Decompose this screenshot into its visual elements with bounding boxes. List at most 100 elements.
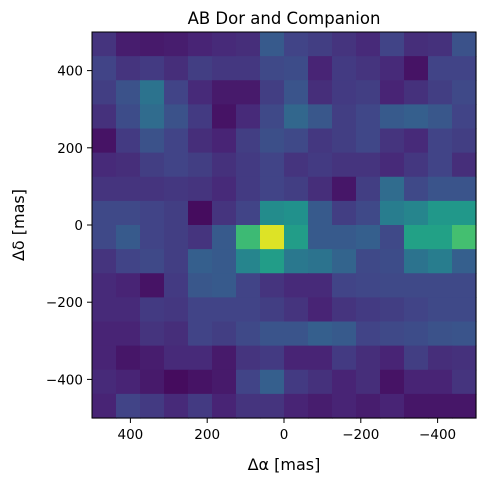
- heatmap-cell: [428, 345, 453, 371]
- heatmap-cell: [260, 152, 285, 178]
- heatmap-cell: [236, 56, 261, 81]
- heatmap-cell: [404, 176, 429, 202]
- heatmap-cell: [284, 152, 309, 178]
- heatmap-cell: [332, 128, 357, 154]
- heatmap-cell: [116, 80, 141, 105]
- heatmap-cell: [452, 297, 477, 323]
- heatmap-cell: [188, 297, 213, 323]
- heatmap-cell: [380, 56, 405, 81]
- heatmap-cell: [92, 32, 117, 57]
- heatmap-cell: [356, 176, 381, 202]
- heatmap-cell: [452, 104, 477, 130]
- heatmap-cell: [428, 128, 453, 154]
- heatmap-cell: [380, 104, 405, 130]
- heatmap-cell: [284, 128, 309, 154]
- heatmap-cell: [236, 200, 261, 226]
- heatmap-cell: [212, 345, 237, 371]
- heatmap-cell: [428, 249, 453, 274]
- heatmap-cell: [308, 321, 333, 347]
- heatmap-cell: [284, 393, 309, 419]
- heatmap-cell: [284, 104, 309, 130]
- heatmap-cell: [404, 297, 429, 323]
- heatmap-cell: [452, 369, 477, 395]
- heatmap-cell: [380, 321, 405, 347]
- heatmap-cell: [452, 249, 477, 274]
- heatmap-cell: [452, 32, 477, 57]
- heatmap-cell: [116, 200, 141, 226]
- heatmap-cell: [356, 249, 381, 274]
- heatmap-cell: [236, 369, 261, 395]
- x-axis-label: Δα [mas]: [248, 455, 321, 474]
- heatmap-cell: [356, 200, 381, 226]
- heatmap-cell: [92, 273, 117, 298]
- heatmap-cell: [332, 225, 357, 250]
- heatmap-cell: [428, 176, 453, 202]
- heatmap-cell: [428, 297, 453, 323]
- heatmap-cell: [428, 104, 453, 130]
- heatmap-cell: [116, 128, 141, 154]
- heatmap-cell: [284, 321, 309, 347]
- heatmap-cell: [356, 345, 381, 371]
- heatmap-cell: [236, 249, 261, 274]
- heatmap-cell: [188, 104, 213, 130]
- heatmap-cell: [404, 249, 429, 274]
- heatmap-cell: [116, 176, 141, 202]
- heatmap-cell: [404, 393, 429, 419]
- heatmap-cell: [356, 297, 381, 323]
- heatmap-cell: [212, 225, 237, 250]
- heatmap-cell: [140, 225, 165, 250]
- heatmap-cell: [404, 225, 429, 250]
- heatmap-cell: [284, 32, 309, 57]
- heatmap-cell: [140, 200, 165, 226]
- heatmap-cell: [308, 369, 333, 395]
- heatmap-cell: [164, 273, 189, 298]
- heatmap-cell: [260, 273, 285, 298]
- heatmap-cell: [236, 32, 261, 57]
- heatmap-cell: [260, 369, 285, 395]
- heatmap-cell: [308, 176, 333, 202]
- heatmap-cell: [164, 321, 189, 347]
- heatmap-cell: [188, 128, 213, 154]
- heatmap-cell: [212, 80, 237, 105]
- x-tick-label: −400: [419, 427, 456, 443]
- heatmap-cell: [308, 104, 333, 130]
- heatmap-cell: [308, 393, 333, 419]
- heatmap-cell: [452, 393, 477, 419]
- heatmap-cell: [164, 176, 189, 202]
- heatmap-cell: [188, 176, 213, 202]
- heatmap-cell: [164, 393, 189, 419]
- heatmap-cell: [260, 80, 285, 105]
- heatmap-cell: [140, 273, 165, 298]
- heatmap-cell: [284, 56, 309, 81]
- heatmap-cell: [212, 200, 237, 226]
- heatmap-cell: [236, 152, 261, 178]
- heatmap-cell: [332, 297, 357, 323]
- heatmap-cell: [140, 152, 165, 178]
- heatmap-cell: [404, 369, 429, 395]
- heatmap-cell: [212, 273, 237, 298]
- heatmap-cell: [284, 176, 309, 202]
- heatmap-cell: [428, 393, 453, 419]
- heatmap-cell: [380, 225, 405, 250]
- heatmap-cell: [356, 321, 381, 347]
- heatmap-cell: [452, 56, 477, 81]
- heatmap-cell: [188, 80, 213, 105]
- heatmap-cell: [212, 104, 237, 130]
- heatmap-cell: [260, 56, 285, 81]
- heatmap-cell: [452, 80, 477, 105]
- heatmap-cell: [236, 128, 261, 154]
- heatmap-cell: [332, 249, 357, 274]
- heatmap-cell: [332, 345, 357, 371]
- heatmap-cell: [380, 176, 405, 202]
- heatmap-cell: [332, 80, 357, 105]
- heatmap-cell: [236, 345, 261, 371]
- heatmap-cell: [116, 249, 141, 274]
- heatmap-cell: [260, 345, 285, 371]
- x-tick-label: 200: [194, 427, 220, 443]
- heatmap-cell: [452, 225, 477, 250]
- heatmap-cell: [380, 128, 405, 154]
- heatmap-cell: [164, 249, 189, 274]
- heatmap-cell: [332, 393, 357, 419]
- heatmap-cell: [92, 321, 117, 347]
- heatmap-cell: [428, 80, 453, 105]
